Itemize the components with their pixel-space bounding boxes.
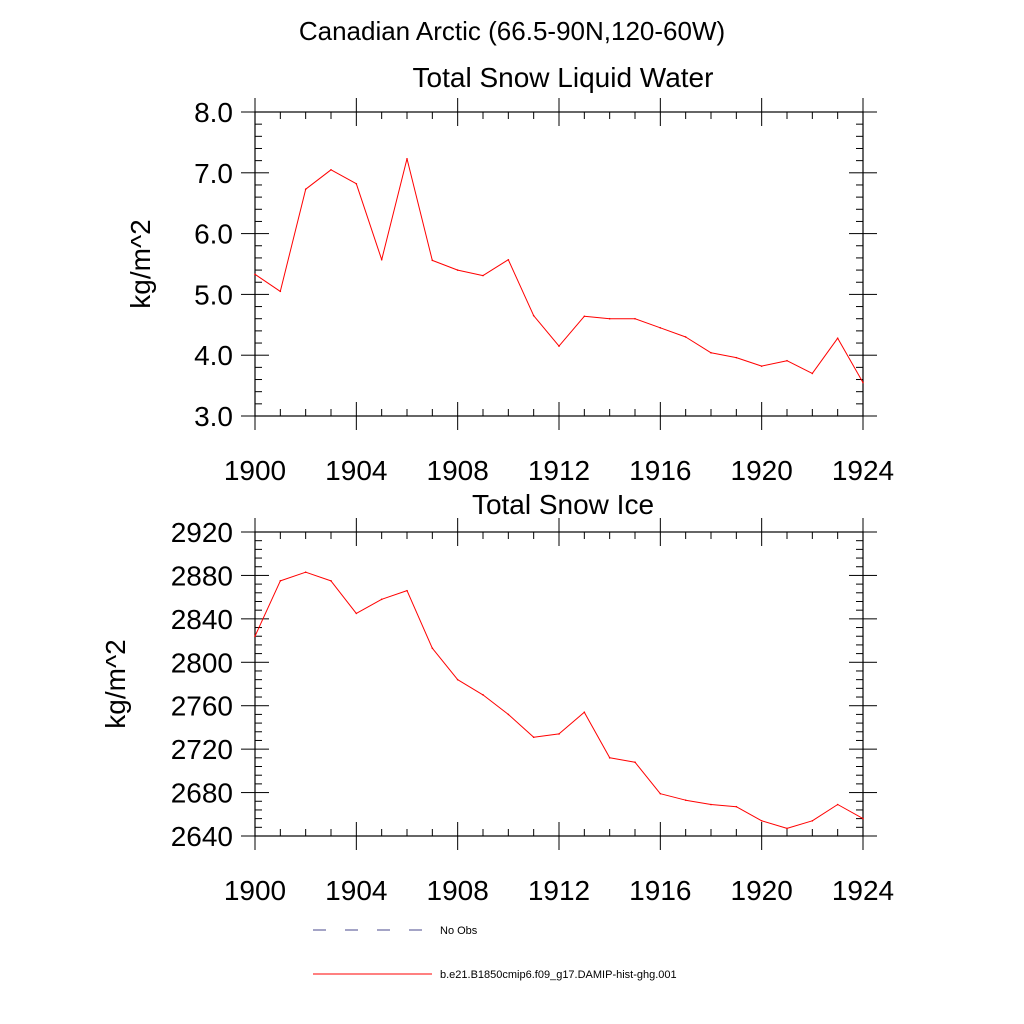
- data-point: [608, 757, 611, 759]
- figure-title: Canadian Arctic (66.5-90N,120-60W): [298, 16, 726, 46]
- data-point: [532, 736, 535, 738]
- data-point: [380, 598, 383, 601]
- x-tick-label: 1920: [731, 455, 793, 486]
- data-point: [406, 589, 408, 592]
- data-point: [507, 258, 510, 261]
- data-point: [684, 336, 687, 338]
- chart-panel-snow-liquid-water: Total Snow Liquid Water kg/m^2 1900 1904 190…: [125, 62, 894, 486]
- data-point: [355, 182, 358, 185]
- x-tick-label: 1916: [629, 875, 691, 906]
- data-point: [254, 273, 256, 276]
- legend: No Obs b.e21.B1850cmip6.f09_g17.DAMIP-hi…: [313, 925, 677, 981]
- data-point: [330, 168, 332, 171]
- y-tick-label: 2760: [171, 691, 233, 722]
- data-point: [659, 327, 662, 329]
- x-tick-label: 1900: [224, 875, 286, 906]
- data-point: [836, 803, 839, 806]
- data-point: [431, 647, 434, 649]
- data-point: [583, 711, 586, 714]
- data-point: [304, 571, 307, 573]
- legend-model-label: b.e21.B1850cmip6.f09_g17.DAMIP-hist-ghg.…: [440, 969, 677, 981]
- x-tick-label: 1912: [528, 455, 590, 486]
- y-tick-label: 8.0: [194, 97, 233, 128]
- y-tick-label: 2680: [171, 778, 233, 809]
- data-point: [532, 314, 535, 317]
- data-point: [786, 827, 788, 830]
- data-point: [558, 345, 560, 347]
- y-tick-label: 2640: [171, 821, 233, 852]
- y-tick-label: 2880: [171, 560, 233, 591]
- data-point: [254, 635, 256, 638]
- data-point: [634, 761, 636, 763]
- x-tick-label: 1900: [224, 455, 286, 486]
- data-point: [608, 317, 611, 320]
- data-point: [431, 259, 434, 262]
- x-tick-label: 1912: [528, 875, 590, 906]
- x-tick-label: 1924: [832, 875, 894, 906]
- data-point: [710, 351, 712, 354]
- y-tick-label: 2920: [171, 517, 233, 548]
- x-tick-label: 1904: [325, 455, 387, 486]
- x-tick-label: 1924: [832, 455, 894, 486]
- x-tick-label: 1908: [427, 455, 489, 486]
- data-point: [684, 799, 687, 801]
- data-point: [330, 580, 332, 582]
- data-point: [406, 158, 408, 160]
- data-point: [634, 317, 636, 320]
- data-point: [786, 359, 788, 362]
- series-line-model: [254, 158, 864, 383]
- y-tick-label: 2800: [171, 647, 233, 678]
- y-axis-label: kg/m^2: [100, 639, 131, 728]
- data-point: [482, 694, 484, 696]
- data-point: [558, 733, 560, 735]
- data-point: [811, 820, 814, 822]
- data-point: [482, 274, 484, 277]
- y-tick-label: 2840: [171, 604, 233, 635]
- data-point: [710, 803, 712, 806]
- y-tick-label: 4.0: [194, 340, 233, 371]
- data-point: [735, 805, 738, 808]
- data-point: [735, 356, 738, 359]
- data-point: [279, 580, 282, 582]
- x-tick-label: 1920: [731, 875, 793, 906]
- data-point: [811, 372, 814, 375]
- legend-obs-label: No Obs: [440, 925, 478, 937]
- chart-title-snow-liquid-water: Total Snow Liquid Water: [413, 62, 714, 93]
- data-point: [862, 817, 864, 820]
- series-line-model: [254, 571, 864, 829]
- y-tick-label: 3.0: [194, 401, 233, 432]
- y-tick-label: 6.0: [194, 219, 233, 250]
- plot-frame: [254, 111, 864, 417]
- data-point: [355, 612, 358, 615]
- y-axis-label: kg/m^2: [125, 219, 156, 308]
- data-point: [862, 381, 864, 384]
- chart-panel-snow-ice: Total Snow Ice kg/m^2 1900 1904 1908 1912 1916…: [100, 489, 894, 906]
- data-point: [659, 792, 662, 795]
- x-tick-label: 1908: [427, 875, 489, 906]
- data-point: [380, 258, 383, 261]
- data-point: [304, 188, 307, 191]
- chart-title-snow-ice: Total Snow Ice: [472, 489, 654, 520]
- y-tick-label: 5.0: [194, 279, 233, 310]
- data-point: [507, 713, 510, 716]
- plot-frame: [254, 531, 864, 837]
- data-point: [760, 365, 763, 367]
- y-tick-label: 2720: [171, 734, 233, 765]
- data-point: [836, 337, 839, 339]
- data-point: [279, 290, 282, 293]
- x-tick-label: 1904: [325, 875, 387, 906]
- data-point: [456, 678, 459, 681]
- data-point: [456, 269, 459, 271]
- data-point: [760, 820, 763, 822]
- y-tick-label: 7.0: [194, 158, 233, 189]
- data-point: [583, 315, 586, 318]
- x-tick-label: 1916: [629, 455, 691, 486]
